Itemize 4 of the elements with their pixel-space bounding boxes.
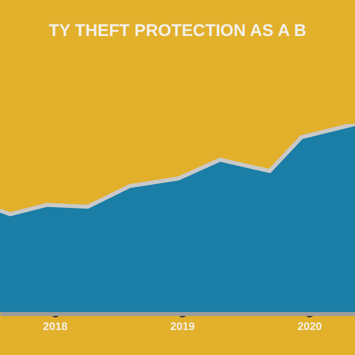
x-tick-label: 2019 bbox=[170, 321, 195, 333]
x-tick-label: 2018 bbox=[42, 321, 68, 333]
chart-title: TY THEFT PROTECTION AS A B bbox=[48, 21, 306, 40]
x-tick-label: 2020 bbox=[297, 321, 322, 333]
